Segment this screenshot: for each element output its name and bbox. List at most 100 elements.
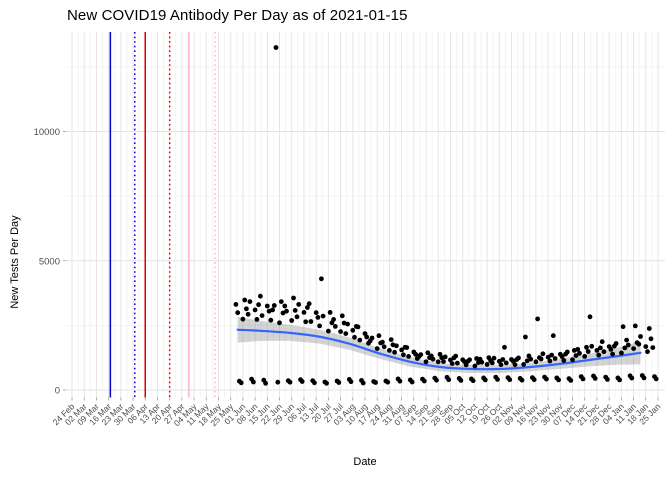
data-point — [559, 354, 565, 360]
data-point — [601, 349, 607, 355]
data-point — [252, 307, 258, 313]
data-point — [388, 337, 394, 342]
data-point — [564, 349, 570, 355]
y-tick-label: 5000 — [39, 256, 60, 267]
data-point — [617, 377, 622, 383]
data-point — [251, 379, 256, 385]
data-point — [235, 310, 241, 316]
data-point — [292, 308, 298, 313]
data-point — [636, 341, 642, 347]
data-point — [575, 347, 581, 352]
data-point — [491, 355, 497, 361]
data-point — [387, 348, 392, 353]
data-point — [650, 345, 656, 350]
data-point — [629, 375, 635, 381]
data-point — [423, 359, 429, 365]
data-point — [254, 317, 260, 322]
data-point — [544, 376, 549, 382]
data-point — [556, 377, 561, 383]
data-point — [545, 354, 551, 360]
data-point — [531, 377, 537, 383]
data-point — [467, 357, 472, 363]
data-point — [238, 380, 244, 386]
y-tick-label: 0 — [55, 386, 60, 397]
data-point — [406, 354, 411, 359]
data-point — [535, 316, 540, 322]
data-point — [507, 377, 513, 383]
data-point — [594, 348, 600, 353]
data-point — [489, 360, 495, 366]
data-point — [547, 358, 553, 364]
data-point — [472, 363, 478, 369]
data-point — [317, 323, 322, 329]
data-point — [479, 359, 485, 365]
data-point — [240, 316, 246, 322]
data-point — [441, 359, 446, 364]
data-point — [646, 326, 652, 331]
data-point — [599, 339, 605, 345]
smooth-line — [236, 328, 642, 371]
data-point — [500, 357, 506, 362]
data-point — [519, 377, 525, 383]
data-point — [381, 344, 387, 350]
data-point — [320, 313, 326, 319]
data-point — [409, 379, 415, 385]
data-point — [282, 303, 288, 309]
data-point — [327, 310, 333, 315]
data-point — [624, 337, 629, 343]
data-point — [421, 378, 427, 384]
data-point — [596, 352, 602, 358]
data-point — [463, 362, 469, 368]
data-point — [303, 319, 309, 325]
data-point — [413, 351, 418, 357]
data-point — [331, 317, 336, 322]
data-point — [245, 311, 251, 317]
data-point — [319, 276, 324, 282]
data-point — [448, 357, 453, 363]
data-point — [348, 379, 354, 385]
data-point — [620, 324, 626, 330]
data-point — [270, 307, 275, 313]
data-point — [401, 352, 406, 358]
data-point — [619, 350, 624, 356]
data-point — [577, 350, 582, 356]
data-point — [533, 359, 539, 365]
data-point — [273, 45, 279, 50]
data-point — [399, 347, 404, 353]
data-point — [455, 360, 460, 366]
data-point — [289, 318, 295, 323]
data-point — [315, 315, 321, 320]
data-point — [352, 334, 357, 340]
data-point — [312, 380, 317, 386]
data-point — [247, 299, 253, 304]
data-point — [339, 313, 345, 319]
data-point — [502, 344, 507, 350]
data-point — [425, 350, 431, 356]
data-point — [540, 351, 546, 357]
data-point — [449, 361, 455, 366]
data-point — [622, 345, 628, 351]
data-point — [256, 302, 261, 308]
data-point — [435, 359, 441, 365]
data-point — [263, 380, 268, 386]
data-point — [613, 341, 619, 346]
data-point — [550, 333, 556, 339]
data-point — [332, 324, 338, 329]
x-axis-title: Date — [353, 456, 377, 468]
data-point — [242, 297, 248, 303]
data-point — [549, 352, 554, 358]
data-point — [264, 303, 270, 309]
data-point — [605, 377, 610, 382]
data-point — [641, 375, 647, 381]
data-point — [355, 324, 361, 330]
data-point — [538, 356, 544, 362]
data-point — [278, 299, 284, 304]
data-point — [570, 357, 575, 363]
data-point — [580, 376, 586, 382]
data-point — [523, 334, 528, 340]
data-point — [568, 378, 574, 383]
data-point — [561, 358, 567, 363]
y-tick-label: 10000 — [34, 127, 60, 138]
